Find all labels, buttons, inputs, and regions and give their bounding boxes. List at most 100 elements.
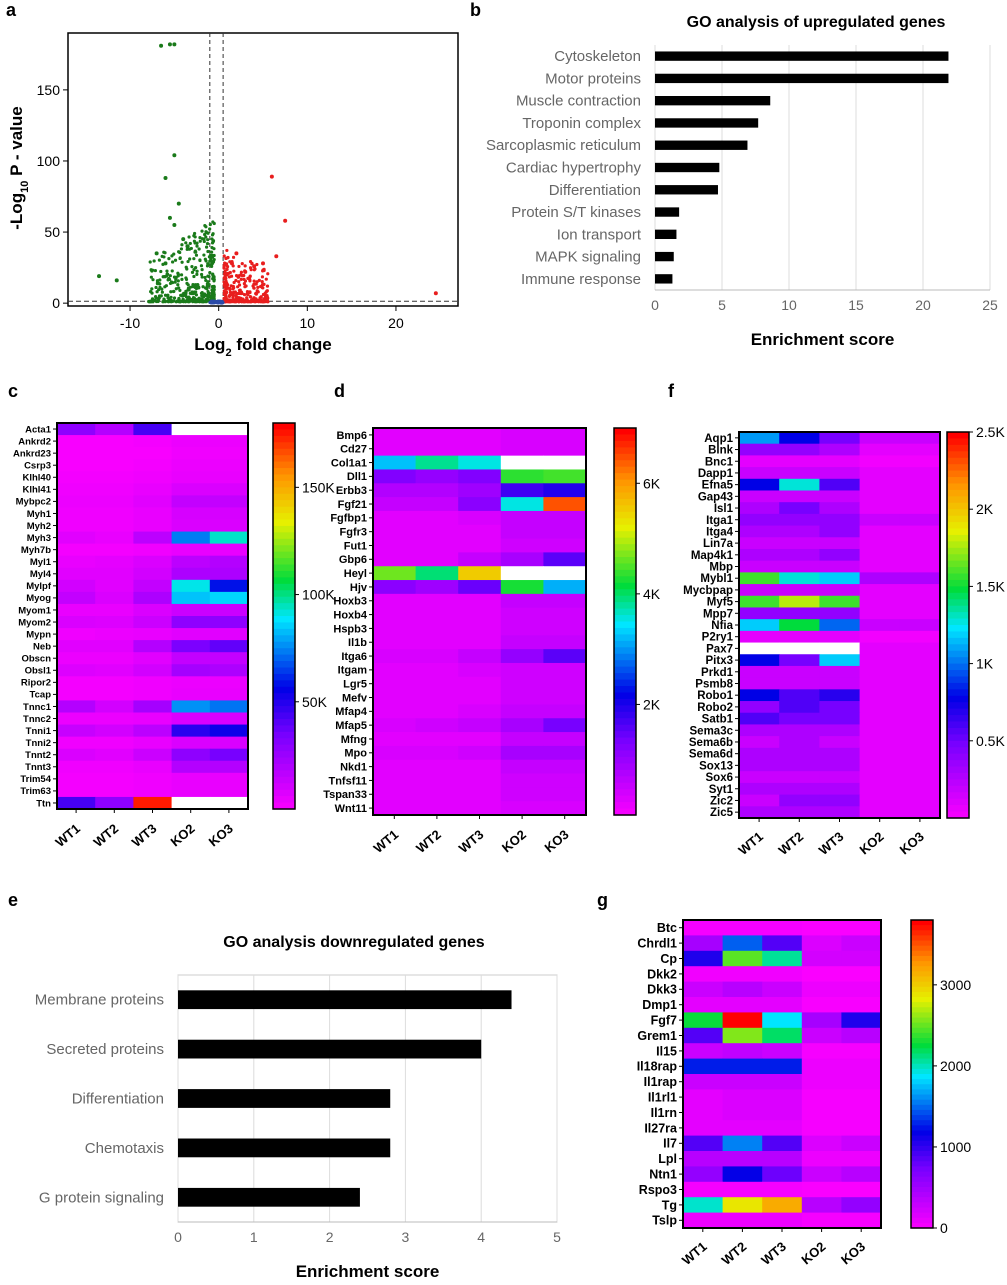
colorbar-segment (273, 796, 295, 804)
heatmap-cell (841, 1151, 882, 1167)
heatmap-cell (415, 635, 459, 650)
heatmap-cell (373, 759, 417, 775)
colorbar-segment (273, 519, 295, 527)
heatmap-cell (171, 435, 211, 448)
heatmap-cell (899, 665, 941, 679)
colorbar-tick-label: 6K (643, 475, 661, 491)
heatmap-cell (722, 1074, 763, 1090)
point-up (255, 280, 259, 284)
heatmap-cell (133, 796, 173, 810)
row-label: Bnc1 (705, 456, 734, 468)
heatmap-cell (415, 441, 459, 457)
colorbar-segment (911, 1140, 933, 1147)
heatmap-cell (762, 997, 803, 1013)
category-label: Immune response (521, 271, 641, 288)
point-down (150, 287, 154, 291)
colorbar-frame (946, 431, 970, 819)
heatmap-cell (95, 700, 134, 713)
heatmap-cell (683, 1151, 724, 1167)
heatmap-cell (133, 519, 173, 533)
heatmap-cell (819, 548, 861, 562)
point-up (237, 264, 241, 269)
row-label: Cp (660, 952, 677, 966)
heatmap-cell (415, 718, 459, 733)
colorbar-segment (614, 440, 636, 448)
heatmap-cell (209, 760, 249, 774)
heatmap-cell (415, 524, 459, 540)
heatmap-cell (133, 423, 173, 436)
colorbar-segment (947, 740, 969, 748)
colorbar-segment (273, 455, 295, 463)
row-label: Pitx3 (706, 655, 734, 667)
row-label: Klhl41 (22, 485, 51, 496)
row-label: Myh1 (27, 509, 52, 520)
category-label: Troponin complex (522, 115, 641, 132)
heatmap-cell (543, 510, 587, 526)
heatmap-cell (500, 704, 544, 719)
colorbar-segment (911, 1002, 933, 1008)
point-down (210, 241, 215, 245)
heatmap-cell (209, 784, 249, 798)
heatmap-cell (801, 1027, 842, 1044)
point-up (253, 299, 257, 303)
point-down (163, 285, 167, 289)
heatmap-cell (373, 649, 417, 664)
heatmap-cell (415, 607, 459, 622)
point-down (154, 296, 159, 300)
heatmap-cell (739, 525, 780, 538)
point-up (252, 268, 256, 272)
heatmap-cell (722, 966, 763, 983)
heatmap-cell (171, 531, 211, 545)
heatmap-cell (209, 555, 249, 569)
point-down (208, 222, 212, 227)
point-down (180, 243, 184, 247)
colorbar-segment (614, 492, 636, 500)
heatmap-cell (819, 607, 861, 620)
heatmap-cell (801, 1120, 842, 1137)
heatmap-cell (209, 736, 249, 750)
point-down (197, 247, 201, 251)
x-tick-label: 0 (651, 297, 659, 313)
point-down (175, 299, 180, 303)
point-down (202, 237, 206, 241)
heatmap-cell (899, 736, 941, 749)
panel-letter-f: f (668, 381, 675, 401)
heatmap-cell (209, 459, 249, 472)
heatmap-cell (415, 773, 459, 788)
row-label: Ttn (36, 798, 51, 809)
colorbar-segment (273, 513, 295, 521)
heatmap-cell (171, 555, 211, 569)
heatmap-cell (819, 572, 861, 585)
row-label: Obsl1 (25, 666, 52, 677)
colorbar-segment (614, 718, 636, 726)
colorbar-segment (947, 509, 969, 517)
bar (655, 118, 759, 128)
column-label: WT3 (129, 821, 160, 850)
row-label: Myom2 (18, 617, 51, 628)
colorbar-segment (911, 961, 933, 967)
heatmap-cell (500, 732, 544, 747)
point-down (163, 176, 168, 181)
colorbar-segment (911, 981, 933, 988)
heatmap-cell (779, 478, 820, 491)
colorbar-segment (947, 682, 969, 690)
heatmap-cell (57, 760, 96, 774)
point-up (265, 284, 270, 288)
heatmap-cell (841, 966, 882, 983)
point-up (225, 248, 229, 253)
heatmap-cell (899, 432, 941, 445)
heatmap-cell (209, 640, 249, 653)
heatmap-cell (683, 1089, 724, 1106)
heatmap-cell (543, 497, 587, 512)
heatmap-cell (899, 478, 941, 491)
heatmap-cell (543, 441, 587, 457)
colorbar-segment (614, 621, 636, 629)
colorbar-segment (614, 589, 636, 597)
point-ns (210, 300, 214, 304)
heatmap-cell (739, 701, 780, 714)
point-down (195, 244, 199, 248)
heatmap-cell (801, 981, 842, 998)
colorbar-segment (911, 971, 933, 978)
heatmap-cell (762, 1181, 803, 1198)
colorbar-segment (614, 802, 636, 810)
